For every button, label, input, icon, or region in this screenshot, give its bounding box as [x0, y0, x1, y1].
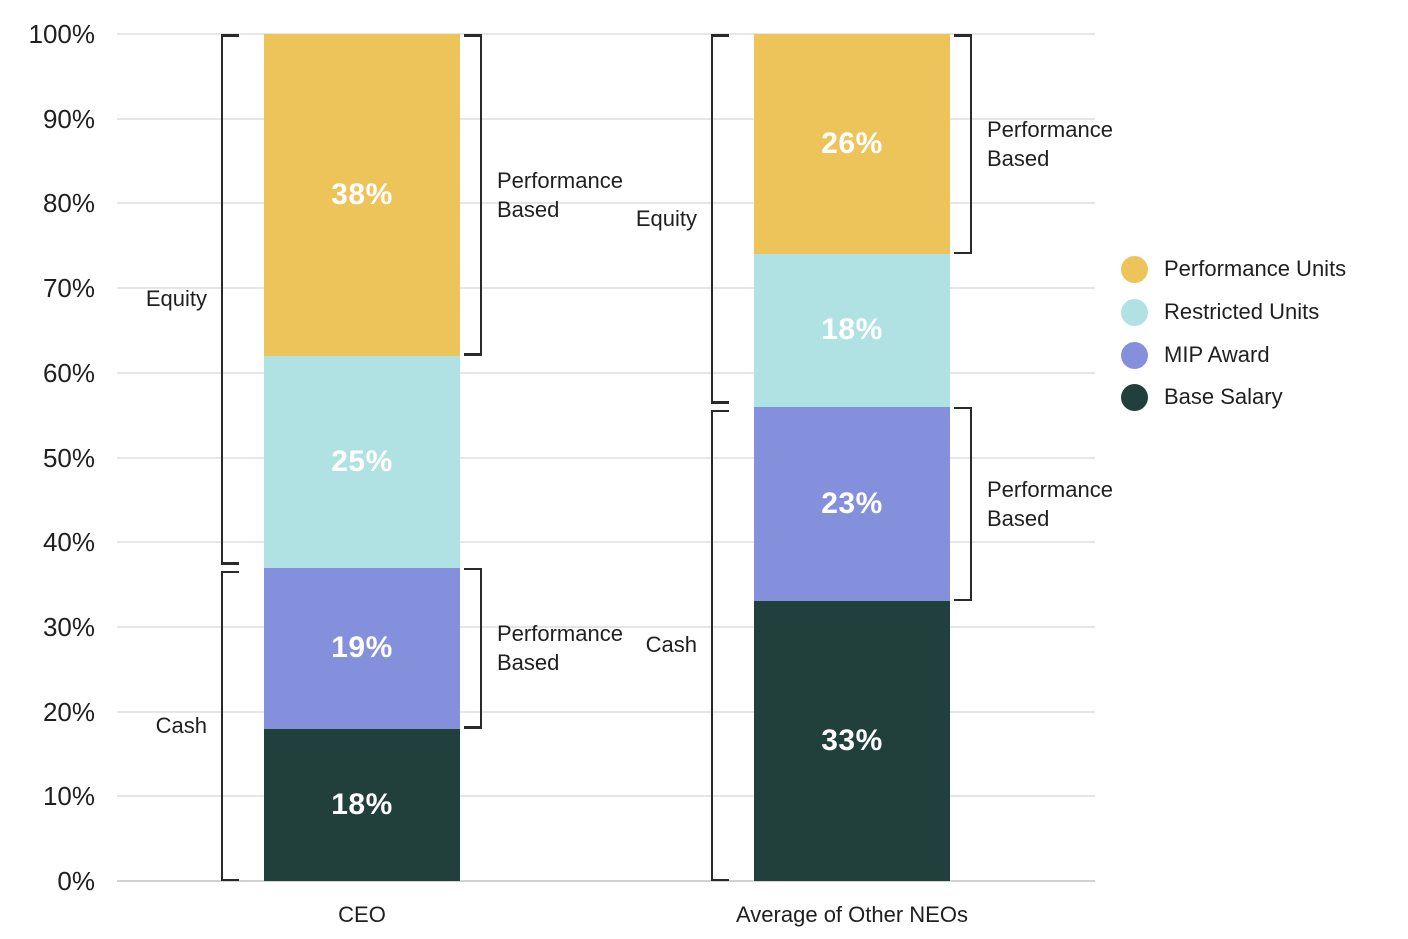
bracket-ceo-cash-tick [220, 878, 239, 881]
bracket-average-of-other-neos-performance-based-tick [954, 251, 973, 255]
gridline [117, 33, 1095, 35]
bar-value-label: 18% [821, 313, 883, 347]
bracket-ceo-performance-based-tick [464, 34, 483, 37]
bar-value-label: 18% [331, 787, 393, 821]
y-axis-tick-label: 40% [42, 527, 95, 558]
bracket-average-of-other-neos-equity-tick [710, 401, 729, 404]
legend-swatch-restricted-units-icon [1121, 298, 1148, 326]
y-axis-tick-label: 90% [42, 103, 95, 134]
bracket-ceo-performance-based-tick [464, 726, 483, 729]
bracket-average-of-other-neos-performance-based-tick [954, 598, 973, 602]
bracket-average-of-other-neos-performance-based-tick [954, 406, 973, 410]
legend-label: Performance Units [1164, 256, 1347, 281]
legend-item-mip-award: MIP Award [1121, 341, 1270, 369]
bracket-ceo-performance-based-tick [464, 567, 483, 571]
bracket-ceo-cash-label: Cash [155, 712, 207, 738]
legend-swatch-base-salary-icon [1121, 383, 1148, 411]
y-axis-tick-label: 100% [28, 19, 96, 49]
gridline [117, 625, 1095, 628]
bracket-ceo-performance-based-line [479, 34, 483, 356]
bracket-ceo-equity-line [220, 34, 224, 565]
bar-segment-ceo-base-salary: 18% [264, 728, 460, 881]
bracket-ceo-cash-tick [220, 570, 239, 574]
gridline [117, 795, 1095, 798]
bar-value-label: 25% [331, 444, 393, 478]
bracket-ceo-equity-tick [220, 562, 239, 565]
bracket-average-of-other-neos-cash-tick [710, 409, 729, 413]
x-axis-category-label-average-of-other-neos: Average of Other NEOs [736, 902, 968, 927]
bracket-average-of-other-neos-cash-line [710, 409, 714, 881]
bar-value-label: 33% [821, 724, 883, 758]
bracket-average-of-other-neos-performance-based-label: Performance Based [987, 117, 1113, 172]
bracket-average-of-other-neos-performance-based-line [969, 34, 973, 255]
legend-swatch-mip-award-icon [1121, 341, 1148, 369]
y-axis-tick-label: 50% [42, 442, 95, 473]
bar-segment-average-of-other-neos-performance-units: 26% [754, 34, 950, 255]
legend-item-base-salary: Base Salary [1121, 383, 1283, 411]
y-axis-tick-label: 0% [57, 866, 95, 896]
bracket-ceo-equity-label: Equity [145, 286, 207, 312]
bar-value-label: 26% [821, 127, 883, 161]
bracket-average-of-other-neos-performance-based-label: Performance Based [987, 477, 1113, 532]
legend-label: MIP Award [1164, 342, 1270, 367]
bracket-average-of-other-neos-performance-based-line [969, 406, 973, 602]
bracket-ceo-performance-based-label: Performance Based [497, 621, 623, 676]
bar-value-label: 19% [331, 631, 393, 665]
bracket-average-of-other-neos-cash-tick [710, 878, 729, 881]
gridline [117, 117, 1095, 120]
bracket-ceo-cash-line [220, 570, 224, 881]
gridline [117, 710, 1095, 713]
y-axis-tick-label: 20% [42, 696, 95, 727]
bar-segment-average-of-other-neos-mip-award: 23% [754, 406, 950, 602]
legend-item-restricted-units: Restricted Units [1121, 298, 1319, 326]
bracket-ceo-performance-based-label: Performance Based [497, 167, 623, 222]
bar-segment-average-of-other-neos-base-salary: 33% [754, 601, 950, 881]
x-axis-line [117, 880, 1095, 882]
bracket-ceo-performance-based-line [479, 567, 483, 729]
bracket-ceo-equity-tick [220, 34, 239, 37]
gridline [117, 287, 1095, 290]
bar-segment-ceo-mip-award: 19% [264, 567, 460, 729]
bracket-average-of-other-neos-cash-label: Cash [645, 632, 697, 658]
legend-swatch-performance-units-icon [1121, 255, 1148, 283]
bracket-average-of-other-neos-equity-line [710, 34, 714, 404]
legend-label: Restricted Units [1164, 299, 1320, 324]
bracket-average-of-other-neos-equity-label: Equity [635, 205, 697, 231]
gridline [117, 371, 1095, 374]
bar-segment-average-of-other-neos-restricted-units: 18% [754, 254, 950, 407]
bracket-average-of-other-neos-performance-based-tick [954, 34, 973, 37]
gridline [117, 456, 1095, 459]
legend-label: Base Salary [1164, 384, 1283, 409]
gridline [117, 202, 1095, 205]
y-axis-tick-label: 10% [42, 781, 95, 812]
x-axis-category-label-ceo: CEO [338, 902, 386, 927]
y-axis-tick-label: 80% [42, 188, 95, 219]
bracket-ceo-performance-based-tick [464, 353, 483, 356]
bar-value-label: 23% [821, 487, 883, 521]
legend-item-performance-units: Performance Units [1121, 255, 1346, 283]
bracket-average-of-other-neos-equity-tick [710, 34, 729, 37]
y-axis-tick-label: 30% [42, 611, 95, 642]
y-axis-tick-label: 70% [42, 273, 95, 304]
bar-segment-ceo-performance-units: 38% [264, 34, 460, 356]
y-axis-tick-label: 60% [42, 357, 95, 388]
bar-segment-ceo-restricted-units: 25% [264, 355, 460, 568]
bar-value-label: 38% [331, 177, 393, 211]
gridline [117, 541, 1095, 544]
